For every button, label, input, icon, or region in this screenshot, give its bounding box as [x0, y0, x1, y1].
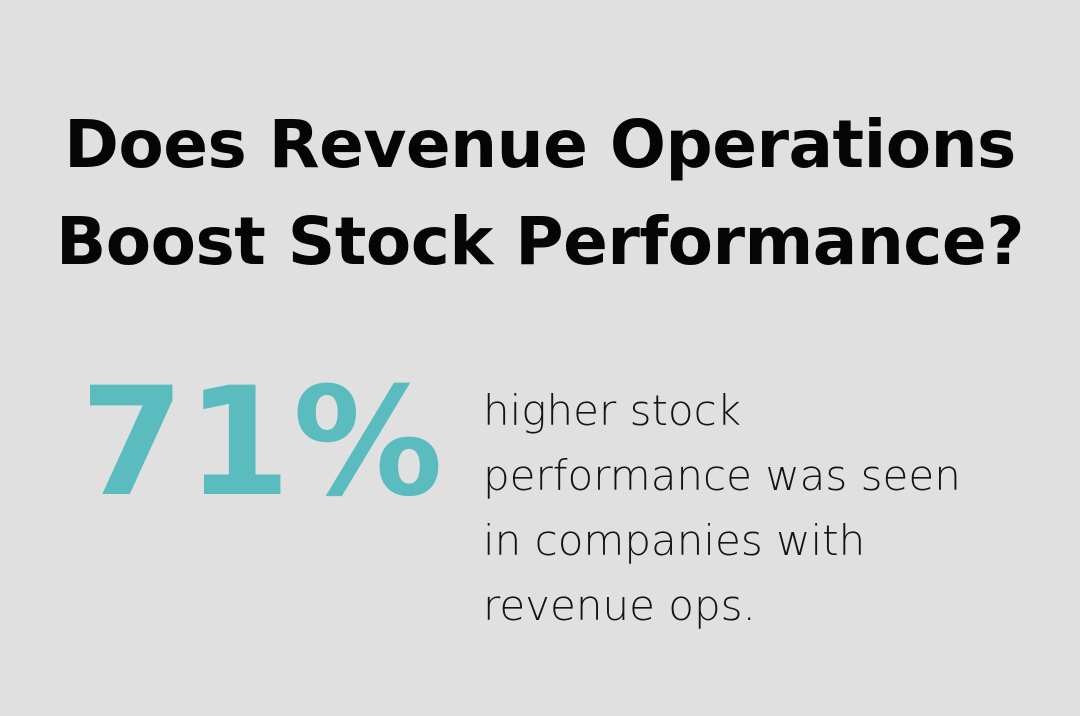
stat-value: 71%: [80, 356, 446, 530]
stat-description-line-4: revenue ops.: [483, 581, 756, 630]
stat-description-line-2: performance was seen: [483, 451, 961, 500]
headline-line-1: Does Revenue Operations: [64, 106, 1016, 183]
stat-description-line-3: in companies with: [483, 516, 866, 565]
stat-description: higher stock performance was seen in com…: [483, 378, 1043, 638]
stat-description-line-1: higher stock: [483, 386, 742, 435]
headline-line-2: Boost Stock Performance?: [56, 203, 1024, 280]
headline: Does Revenue Operations Boost Stock Perf…: [0, 96, 1080, 290]
